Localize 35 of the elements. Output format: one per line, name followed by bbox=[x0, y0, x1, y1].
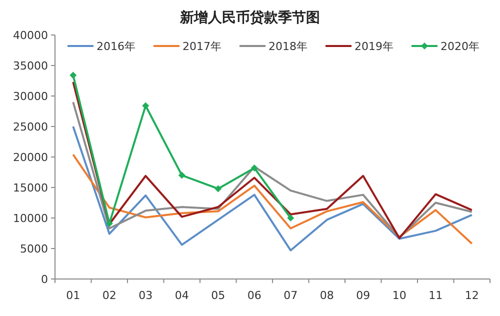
x-tick-label: 06 bbox=[247, 289, 262, 302]
x-tick-label: 03 bbox=[138, 289, 153, 302]
chart-title: 新增人民币贷款季节图 bbox=[179, 9, 320, 26]
point bbox=[70, 72, 77, 79]
point bbox=[142, 102, 150, 110]
legend-label: 2019年 bbox=[354, 40, 394, 53]
x-tick-label: 09 bbox=[356, 289, 370, 302]
point bbox=[287, 214, 294, 222]
x-tick-label: 04 bbox=[174, 289, 189, 302]
y-tick-label: 10000 bbox=[13, 212, 48, 225]
legend-label: 2017年 bbox=[182, 40, 222, 53]
y-tick-label: 35000 bbox=[13, 60, 48, 72]
y-tick-label: 5000 bbox=[20, 242, 48, 256]
y-tick-label: 25000 bbox=[13, 120, 48, 134]
x-tick-label: 12 bbox=[464, 289, 479, 302]
line-series bbox=[72, 154, 473, 245]
x-tick-label: 11 bbox=[428, 289, 443, 302]
legend-label: 2020年 bbox=[440, 40, 480, 53]
x-tick-label: 07 bbox=[284, 289, 298, 302]
legend-label: 2018年 bbox=[268, 40, 308, 53]
y-tick-label: 0 bbox=[41, 273, 48, 286]
line-series bbox=[72, 126, 473, 252]
x-tick-label: 05 bbox=[211, 289, 226, 302]
point bbox=[214, 185, 222, 192]
point bbox=[178, 172, 186, 179]
x-tick-label: 02 bbox=[102, 289, 116, 302]
y-tick-label: 20000 bbox=[13, 151, 48, 164]
x-tick-label: 08 bbox=[320, 289, 334, 302]
point bbox=[250, 164, 258, 172]
x-tick-label: 01 bbox=[66, 289, 80, 302]
legend-label: 2016年 bbox=[96, 40, 136, 53]
x-tick-label: 10 bbox=[392, 289, 406, 302]
y-tick-label: 40000 bbox=[13, 29, 48, 42]
y-tick-label: 15000 bbox=[13, 182, 48, 194]
y-tick-label: 30000 bbox=[13, 90, 48, 103]
